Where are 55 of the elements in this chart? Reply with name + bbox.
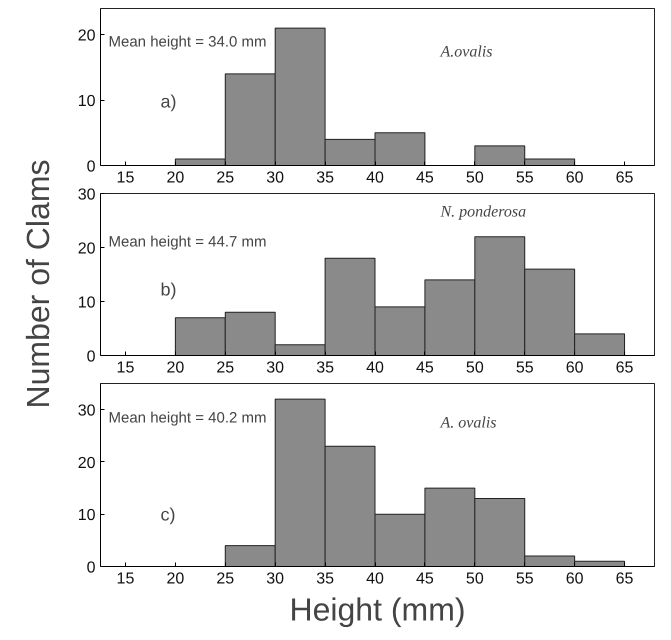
y-tick-label: 0 bbox=[86, 348, 96, 366]
x-tick-label: 45 bbox=[416, 170, 434, 186]
y-tick-label: 0 bbox=[86, 560, 96, 576]
x-tick-label: 40 bbox=[366, 170, 384, 186]
annotation: N. ponderosa bbox=[440, 204, 526, 220]
x-tick-label: 15 bbox=[116, 170, 134, 186]
y-axis-title: Number of Clams bbox=[20, 160, 56, 408]
annotation: b) bbox=[160, 280, 177, 300]
x-tick-label: 35 bbox=[316, 570, 334, 588]
x-tick-label: 35 bbox=[316, 360, 334, 376]
x-tick-label: 15 bbox=[116, 570, 134, 588]
annotation: Mean height = 40.2 mm bbox=[108, 410, 267, 426]
x-tick-label: 45 bbox=[416, 360, 434, 376]
x-tick-label: 60 bbox=[566, 360, 584, 376]
x-tick-label: 50 bbox=[466, 360, 484, 376]
annotation: a) bbox=[160, 92, 177, 112]
x-tick-label: 45 bbox=[416, 570, 434, 588]
x-tick-label: 15 bbox=[116, 360, 134, 376]
annotation: A. ovalis bbox=[440, 414, 496, 432]
annotation: Mean height = 34.0 mm bbox=[108, 34, 267, 50]
annotation: c) bbox=[160, 504, 176, 524]
y-tick-label: 30 bbox=[78, 402, 96, 420]
y-tick-label: 20 bbox=[78, 454, 96, 472]
x-tick-label: 20 bbox=[166, 170, 184, 186]
x-tick-label: 65 bbox=[616, 360, 634, 376]
x-tick-label: 20 bbox=[166, 360, 184, 376]
y-tick-label: 0 bbox=[86, 158, 96, 176]
x-tick-label: 40 bbox=[366, 360, 384, 376]
x-tick-label: 30 bbox=[266, 170, 284, 186]
x-tick-label: 35 bbox=[316, 170, 334, 186]
x-tick-label: 25 bbox=[216, 170, 234, 186]
x-tick-label: 60 bbox=[566, 570, 584, 588]
y-tick-label: 10 bbox=[78, 294, 96, 312]
y-tick-label: 10 bbox=[78, 507, 96, 524]
y-tick-label: 20 bbox=[78, 28, 96, 45]
x-tick-label: 25 bbox=[216, 360, 234, 376]
annotation: Mean height = 44.7 mm bbox=[108, 234, 267, 250]
x-tick-label: 50 bbox=[466, 570, 484, 588]
x-tick-label: 55 bbox=[516, 570, 534, 588]
x-tick-label: 55 bbox=[516, 170, 534, 186]
x-tick-label: 25 bbox=[216, 570, 234, 588]
x-tick-label: 40 bbox=[366, 570, 384, 588]
y-tick-label: 30 bbox=[78, 186, 96, 204]
x-tick-label: 65 bbox=[616, 170, 634, 186]
x-axis-title: Height (mm) bbox=[289, 592, 466, 628]
x-tick-label: 30 bbox=[266, 360, 284, 376]
y-tick-label: 10 bbox=[78, 93, 96, 110]
y-tick-label: 20 bbox=[78, 240, 96, 258]
x-tick-label: 65 bbox=[616, 570, 634, 588]
x-tick-label: 20 bbox=[166, 570, 184, 588]
annotation: A.ovalis bbox=[440, 44, 492, 60]
x-tick-label: 60 bbox=[566, 170, 584, 186]
x-tick-label: 30 bbox=[266, 570, 284, 588]
x-tick-label: 50 bbox=[466, 170, 484, 186]
x-tick-label: 55 bbox=[516, 360, 534, 376]
